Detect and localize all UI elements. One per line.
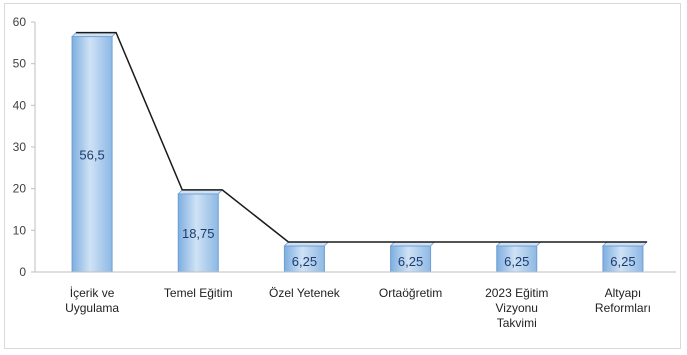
category-label-line: Temel Eğitim [164,286,233,300]
y-tick-label: 10 [13,223,27,237]
category-label-line: Ortaöğretim [379,286,442,300]
category-label: Temel Eğitim [164,286,233,300]
category-label: Ortaöğretim [379,286,442,300]
category-labels: İçerik ve Uygulama Temel Eğitim Özel Yetene… [65,286,651,330]
category-label-line: Uygulama [65,301,119,315]
category-label: Özel Yetenek [269,286,341,300]
y-tick-label: 40 [13,98,27,112]
category-label: İçerik ve Uygulama [65,286,119,315]
y-tick-label: 0 [19,265,26,279]
connector-line [76,31,647,243]
bar [390,245,432,273]
y-tick-label: 50 [13,57,27,71]
data-label: 18,75 [182,226,215,241]
data-labels: 56,5 18,75 6,25 6,25 6,25 6,25 [79,147,635,269]
data-label: 6,25 [398,254,423,269]
category-label: Altyapı Reformları [595,286,651,315]
category-label-line: Takvimi [497,316,537,330]
category-label-line: Reformları [595,301,651,315]
chart-frame: 0 10 20 30 40 50 60 56,5 18,75 6,25 6,25 6,25 6,25 … [4,3,681,349]
category-label-line: Vizyonu [496,301,538,315]
bar [71,36,113,273]
data-label: 6,25 [610,254,635,269]
y-tick-label: 60 [13,15,27,29]
y-axis: 0 10 20 30 40 50 60 [13,15,36,279]
data-label: 56,5 [79,147,104,162]
category-label-line: Özel Yetenek [269,286,341,300]
bar [496,245,538,273]
y-tick-label: 30 [13,140,27,154]
category-label-line: 2023 Eğitim [485,286,548,300]
data-label: 6,25 [292,254,317,269]
y-tick-label: 20 [13,182,27,196]
category-label: 2023 Eğitim Vizyonu Takvimi [485,286,548,330]
category-label-line: Altyapı [605,286,642,300]
trend-line [76,31,647,243]
category-label-line: İçerik ve [70,286,115,300]
data-label: 6,25 [504,254,529,269]
bar-group [71,32,648,273]
bar [177,193,219,273]
